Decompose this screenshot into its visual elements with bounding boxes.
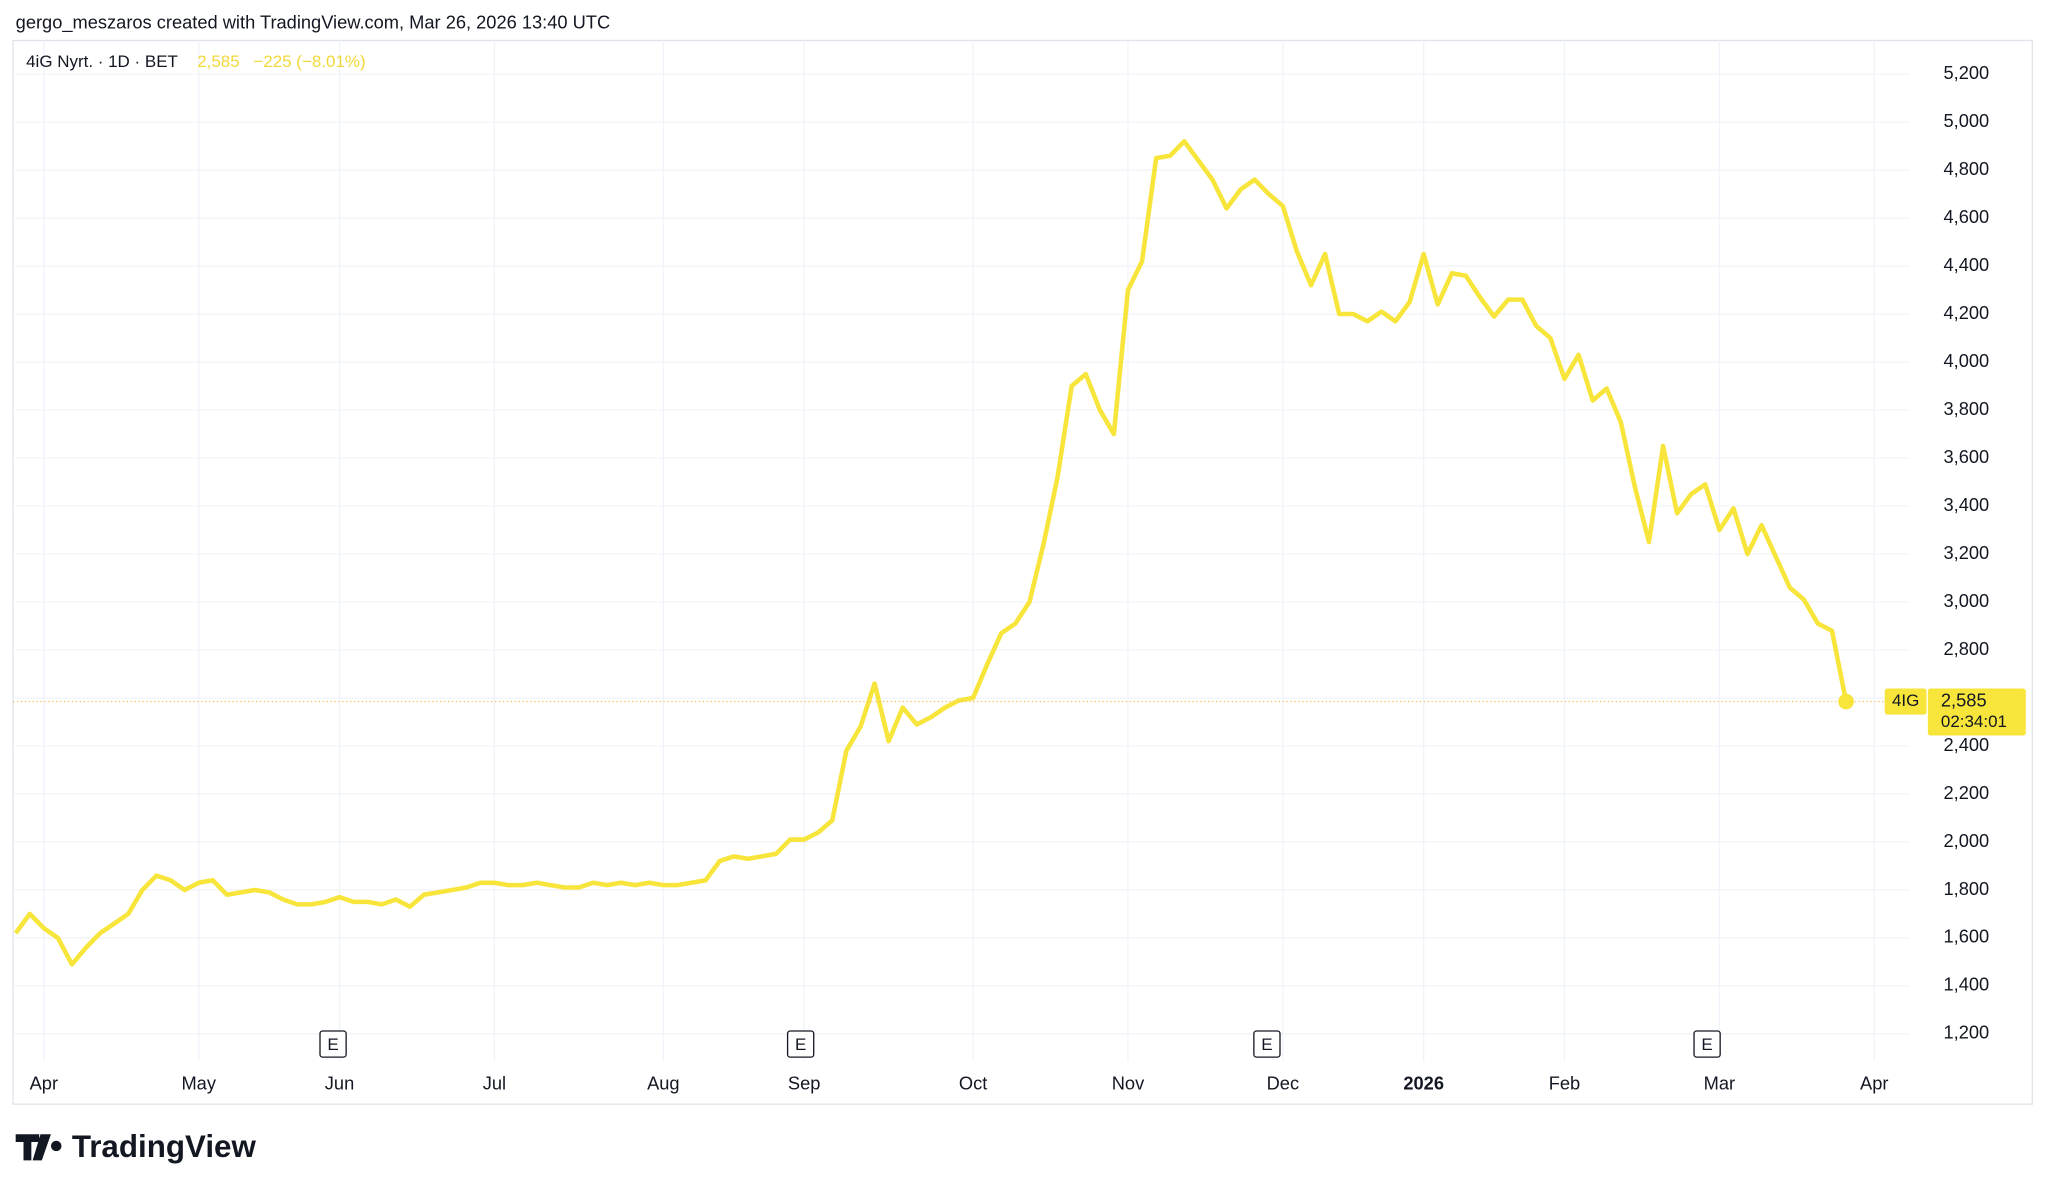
y-tick-label: 4,000	[1944, 350, 1990, 371]
x-tick-label: Oct	[959, 1072, 987, 1093]
y-tick-label: 3,200	[1944, 542, 1990, 563]
chart-title: 4iG Nyrt. · 1D · BET	[26, 52, 178, 71]
x-tick-label: 2026	[1403, 1072, 1444, 1093]
symbol-tag-bg	[1884, 688, 1927, 715]
header-change: −225 (−8.01%)	[253, 52, 365, 71]
x-tick-label: May	[181, 1072, 216, 1093]
y-tick-label: 1,600	[1944, 926, 1990, 947]
earnings-label: E	[795, 1035, 806, 1054]
header-price: 2,585	[197, 52, 239, 71]
x-tick-label: Feb	[1549, 1072, 1580, 1093]
y-tick-label: 3,000	[1944, 590, 1990, 611]
y-tick-label: 4,400	[1944, 254, 1990, 275]
x-tick-label: Sep	[788, 1072, 820, 1093]
logo-text: TradingView	[72, 1129, 257, 1164]
y-tick-label: 4,600	[1944, 206, 1990, 227]
y-tick-label: 4,200	[1944, 302, 1990, 323]
price-tag: 2,585	[1941, 689, 1987, 710]
x-tick-label: Apr	[30, 1072, 58, 1093]
x-tick-label: Dec	[1267, 1072, 1299, 1093]
symbol-tag: 4IG	[1892, 691, 1919, 710]
earnings-marker	[1693, 1030, 1721, 1058]
price-tag-bg	[1927, 688, 2026, 736]
x-tick-label: Nov	[1112, 1072, 1145, 1093]
y-tick-label: 5,000	[1944, 110, 1990, 131]
earnings-marker	[1253, 1030, 1281, 1058]
y-tick-label: 4,800	[1944, 158, 1990, 179]
y-tick-label: 2,800	[1944, 638, 1990, 659]
y-tick-label: 2,200	[1944, 782, 1990, 803]
x-tick-label: Jun	[325, 1072, 354, 1093]
y-tick-label: 2,000	[1944, 830, 1990, 851]
x-tick-label: Mar	[1704, 1072, 1735, 1093]
y-tick-label: 2,400	[1944, 734, 1990, 755]
x-tick-label: Aug	[647, 1072, 679, 1093]
x-tick-label: Jul	[483, 1072, 506, 1093]
earnings-label: E	[1701, 1035, 1712, 1054]
countdown: 02:34:01	[1941, 712, 2007, 731]
y-tick-label: 3,800	[1944, 398, 1990, 419]
y-tick-label: 3,400	[1944, 494, 1990, 515]
grid	[13, 40, 1910, 1062]
plot	[13, 138, 1910, 967]
y-tick-label: 5,200	[1944, 62, 1990, 83]
earnings-marker	[786, 1030, 815, 1058]
x-tick-label: Apr	[1860, 1072, 1888, 1093]
last-point	[1838, 693, 1854, 710]
y-tick-label: 1,200	[1944, 1022, 1990, 1043]
y-tick-label: 1,800	[1944, 878, 1990, 899]
earnings-marker	[319, 1030, 347, 1058]
chart-frame	[12, 39, 2033, 1105]
earnings-label: E	[1261, 1035, 1272, 1054]
logo-icon	[15, 1134, 62, 1161]
earnings-label: E	[327, 1035, 338, 1054]
y-tick-label: 1,400	[1944, 974, 1990, 995]
attribution: gergo_meszaros created with TradingView.…	[16, 11, 610, 33]
y-tick-label: 3,600	[1944, 446, 1990, 467]
price-line	[13, 138, 1849, 967]
